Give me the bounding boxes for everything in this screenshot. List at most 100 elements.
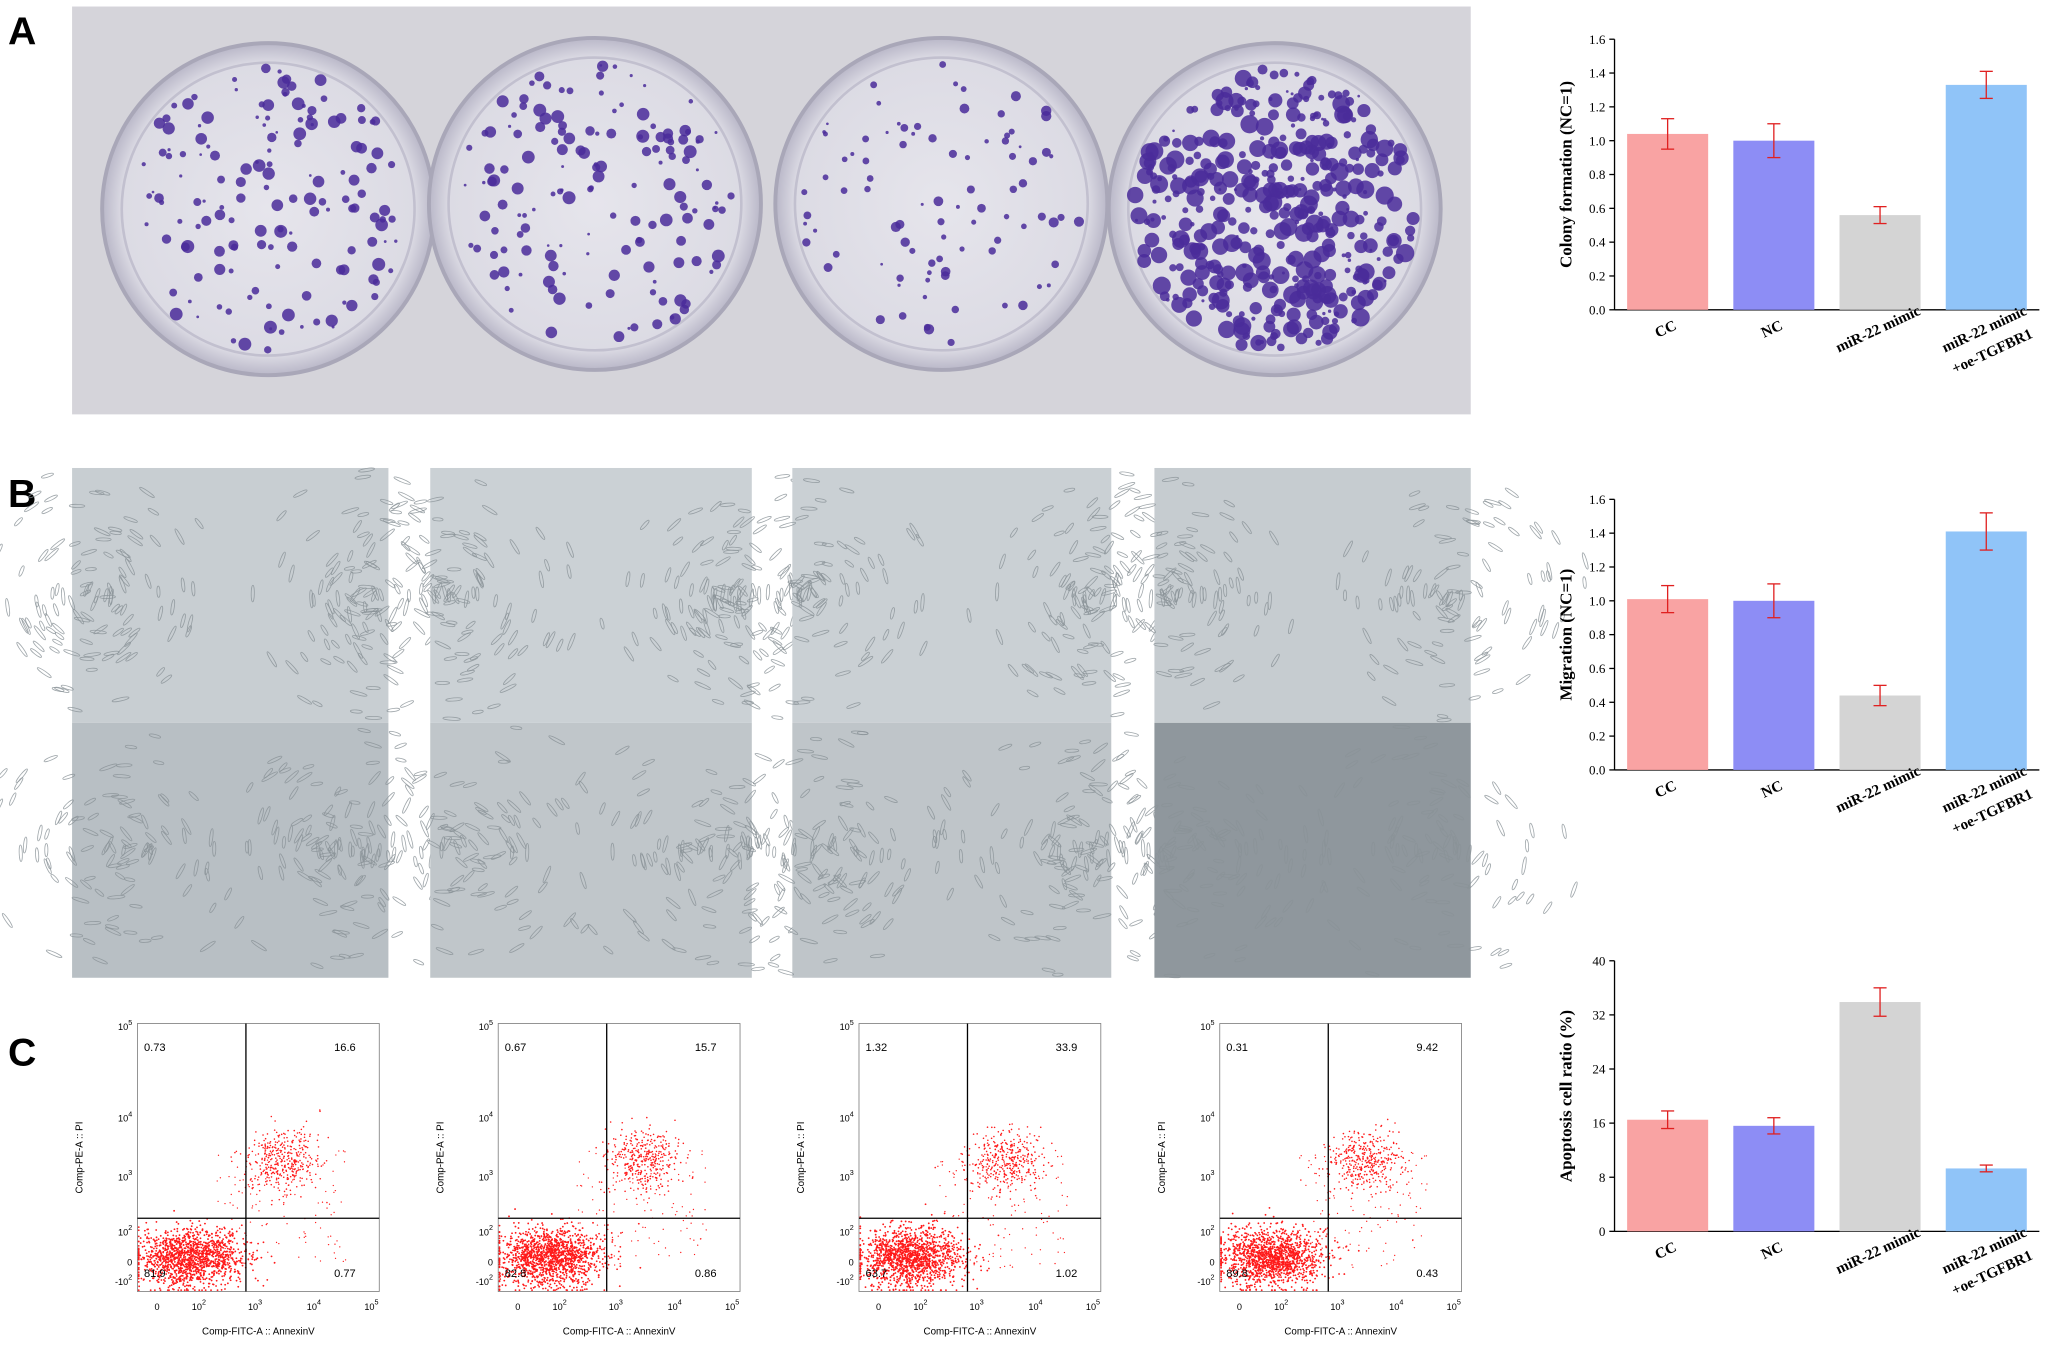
event-dot [251,1207,253,1209]
colony [356,142,367,154]
event-dot [215,1272,218,1274]
event-dot [185,1241,187,1244]
y-tick-label: 0.6 [1589,201,1606,216]
event-dot [202,1252,205,1255]
event-dot [224,1260,226,1263]
colony [289,231,293,235]
event-dot [143,1245,146,1248]
colony [1004,132,1011,139]
colony [1163,136,1169,142]
event-dot [137,1229,140,1232]
colony [1018,300,1028,311]
cell [1504,487,1519,498]
event-dot [604,1262,607,1265]
event-dot [276,1159,278,1161]
event-dot [175,1235,178,1237]
event-dot [137,1277,140,1280]
event-dot [304,1151,307,1154]
cell [379,498,394,505]
colony [1362,189,1368,195]
colony [1194,170,1208,183]
colony [940,271,950,280]
colony [496,95,509,108]
colony [158,148,167,157]
event-dot [197,1277,199,1280]
cell [144,573,152,589]
event-dot [264,1137,267,1140]
event-dot [251,1184,254,1186]
cell [50,586,55,600]
colony [575,145,586,156]
event-dot [172,1234,175,1237]
event-dot [185,1273,188,1276]
event-dot [224,1263,227,1266]
event-dot [249,1163,252,1166]
event-dot [297,1167,299,1169]
event-dot [144,1249,147,1252]
event-dot [170,1278,173,1281]
event-dot [196,1239,199,1242]
event-dot [263,1169,265,1171]
colony [1304,144,1320,160]
cell [1581,552,1589,570]
event-dot [278,1155,281,1158]
event-dot [192,1231,194,1234]
colony [1212,264,1224,275]
cell [361,644,373,650]
colony [1134,218,1139,222]
event-dot [290,1181,293,1183]
event-dot [215,1246,218,1249]
event-dot [282,1171,285,1174]
cell [1546,570,1551,583]
colony [866,175,874,182]
cell [1133,494,1153,500]
event-dot [273,1129,276,1131]
event-dot [170,1284,173,1287]
cell [191,581,196,597]
cell [250,584,255,603]
event-dot [182,1284,185,1286]
event-dot [580,1242,583,1245]
event-dot [603,1252,606,1255]
event-dot [202,1278,205,1281]
event-dot [187,1231,190,1233]
event-dot [207,1285,210,1288]
event-dot [261,1144,263,1146]
colony [159,199,165,205]
colony [466,144,473,151]
event-dot [202,1250,205,1252]
cell [1493,517,1506,526]
event-dot [193,1273,196,1276]
event-dot [306,1170,308,1173]
cell [114,605,124,615]
colony [171,102,178,109]
colony [1362,279,1368,285]
event-dot [196,1267,199,1269]
event-dot [311,1181,313,1184]
colony [1217,209,1231,223]
cell [1501,600,1509,616]
event-dot [173,1258,176,1261]
event-dot [179,1256,182,1259]
cell [1125,597,1131,614]
event-dot [575,1235,578,1237]
colony [202,199,206,203]
colony [1169,230,1177,239]
event-dot [184,1238,187,1240]
colony [548,260,559,272]
cell [122,613,134,626]
cell [79,638,93,645]
colony [146,193,153,199]
colony [346,299,358,312]
cell [40,472,54,479]
colony [320,95,328,102]
colony [936,255,944,263]
x-tick-label: NC [1759,1239,1785,1263]
event-dot [336,1240,338,1242]
event-dot [183,1261,186,1264]
event-dot [338,1150,340,1152]
colony [1313,111,1322,120]
event-dot [169,1260,172,1262]
cell [1526,893,1535,905]
event-dot [228,1242,231,1245]
